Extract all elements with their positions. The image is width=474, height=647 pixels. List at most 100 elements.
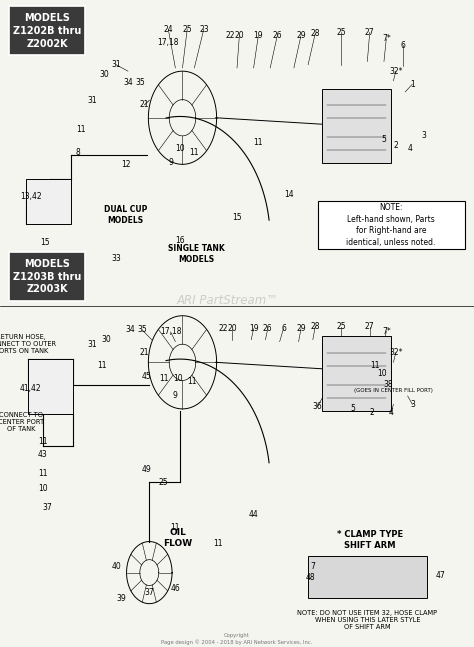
Text: 29: 29	[296, 324, 306, 333]
Text: 7*: 7*	[382, 34, 391, 43]
Text: 11: 11	[254, 138, 263, 147]
Text: 11: 11	[38, 437, 47, 446]
Text: 11: 11	[370, 361, 379, 370]
Text: 31: 31	[111, 60, 121, 69]
Text: 19: 19	[254, 31, 263, 40]
FancyBboxPatch shape	[322, 336, 391, 411]
Text: 7*: 7*	[382, 327, 391, 336]
Text: MODELS
Z1203B thru
Z2003K: MODELS Z1203B thru Z2003K	[13, 259, 82, 294]
Text: 31: 31	[88, 340, 97, 349]
Text: 35: 35	[137, 325, 147, 334]
Text: 21: 21	[140, 348, 149, 357]
Text: NOTE:
Left-hand shown, Parts
for Right-hand are
identical, unless noted.: NOTE: Left-hand shown, Parts for Right-h…	[346, 203, 436, 247]
Text: OIL
FLOW: OIL FLOW	[163, 529, 192, 548]
Text: 19: 19	[249, 324, 258, 333]
Text: 36: 36	[313, 402, 322, 411]
Text: ARI PartStream™: ARI PartStream™	[176, 294, 279, 307]
Text: 37: 37	[43, 503, 52, 512]
FancyBboxPatch shape	[28, 359, 73, 414]
Text: 8: 8	[76, 148, 81, 157]
Text: 12: 12	[121, 160, 130, 170]
Text: 32*: 32*	[389, 67, 402, 76]
Text: 31: 31	[88, 96, 97, 105]
Text: 21: 21	[140, 100, 149, 109]
Text: 39: 39	[116, 594, 126, 603]
Text: 25: 25	[337, 28, 346, 37]
Text: 16: 16	[175, 236, 185, 245]
Text: 10: 10	[175, 144, 185, 153]
Text: 15: 15	[40, 238, 50, 247]
Text: 22: 22	[225, 31, 235, 40]
Text: 7: 7	[310, 562, 315, 571]
Text: 30: 30	[102, 335, 111, 344]
Text: 10: 10	[377, 369, 386, 378]
Text: 33: 33	[111, 254, 121, 263]
Text: 44: 44	[249, 510, 258, 519]
Text: * CLAMP TYPE
SHIFT ARM: * CLAMP TYPE SHIFT ARM	[337, 531, 403, 550]
Text: 26: 26	[273, 31, 282, 40]
Text: 11: 11	[38, 469, 47, 478]
Text: DUAL CUP
MODELS: DUAL CUP MODELS	[104, 205, 147, 225]
FancyBboxPatch shape	[9, 6, 85, 55]
FancyBboxPatch shape	[26, 179, 71, 224]
Text: 30: 30	[100, 70, 109, 79]
Text: 5: 5	[351, 404, 356, 413]
Text: 46: 46	[171, 584, 180, 593]
Text: NOTE: DO NOT USE ITEM 32, HOSE CLAMP
WHEN USING THIS LATER STYLE
OF SHIFT ARM: NOTE: DO NOT USE ITEM 32, HOSE CLAMP WHE…	[297, 609, 438, 630]
Text: SINGLE TANK
MODELS: SINGLE TANK MODELS	[168, 245, 225, 264]
Text: 17,18: 17,18	[157, 38, 179, 47]
Text: RETURN HOSE,
CONNECT TO OUTER
PORTS ON TANK: RETURN HOSE, CONNECT TO OUTER PORTS ON T…	[0, 334, 56, 355]
Text: 3: 3	[422, 131, 427, 140]
FancyBboxPatch shape	[308, 556, 427, 598]
Text: 3: 3	[410, 400, 415, 409]
Text: 25: 25	[159, 477, 168, 487]
FancyBboxPatch shape	[318, 201, 465, 249]
Text: 10: 10	[38, 484, 47, 493]
Text: 11: 11	[213, 539, 223, 548]
Text: 2: 2	[393, 141, 398, 150]
Text: 1: 1	[410, 80, 415, 89]
Text: 5: 5	[382, 135, 386, 144]
Text: 11: 11	[97, 361, 107, 370]
Text: 13,42: 13,42	[20, 192, 42, 201]
Text: 34: 34	[123, 78, 133, 87]
Text: 38: 38	[384, 380, 393, 389]
Text: 11: 11	[76, 125, 85, 134]
Text: 48: 48	[306, 573, 315, 582]
Text: 25: 25	[182, 25, 192, 34]
Text: 26: 26	[263, 324, 273, 333]
Text: 6: 6	[401, 41, 405, 50]
Text: MODELS
Z1202B thru
Z2002K: MODELS Z1202B thru Z2002K	[13, 13, 82, 49]
FancyBboxPatch shape	[9, 252, 85, 301]
Text: 45: 45	[142, 372, 152, 381]
Text: 25: 25	[337, 322, 346, 331]
Text: 17,18: 17,18	[160, 327, 182, 336]
Text: 10: 10	[173, 374, 182, 383]
Text: 28: 28	[310, 29, 320, 38]
Text: 20: 20	[235, 31, 244, 40]
Text: (GOES IN CENTER FILL PORT): (GOES IN CENTER FILL PORT)	[354, 388, 433, 393]
Text: 34: 34	[126, 325, 135, 334]
Text: 9: 9	[173, 391, 178, 400]
Text: 22: 22	[218, 324, 228, 333]
Text: CONNECT TO
CENTER PORT
OF TANK: CONNECT TO CENTER PORT OF TANK	[0, 411, 45, 432]
Text: 47: 47	[436, 571, 446, 580]
Text: Copyright
Page design © 2004 - 2018 by ARI Network Services, Inc.: Copyright Page design © 2004 - 2018 by A…	[161, 633, 313, 645]
Text: 28: 28	[310, 322, 320, 331]
Text: 49: 49	[142, 465, 152, 474]
Text: 43: 43	[38, 450, 47, 459]
Text: 4: 4	[389, 408, 393, 417]
FancyBboxPatch shape	[322, 89, 391, 163]
Text: 37: 37	[145, 587, 154, 597]
Text: 40: 40	[111, 562, 121, 571]
Text: 32*: 32*	[389, 348, 402, 357]
Text: 35: 35	[135, 78, 145, 87]
Text: 27: 27	[365, 322, 374, 331]
Text: 27: 27	[365, 28, 374, 37]
Text: 11: 11	[171, 523, 180, 532]
Text: 11: 11	[159, 374, 168, 383]
Text: 9: 9	[168, 158, 173, 167]
Text: 24: 24	[164, 25, 173, 34]
Text: 11: 11	[187, 377, 197, 386]
Text: 23: 23	[199, 25, 209, 34]
